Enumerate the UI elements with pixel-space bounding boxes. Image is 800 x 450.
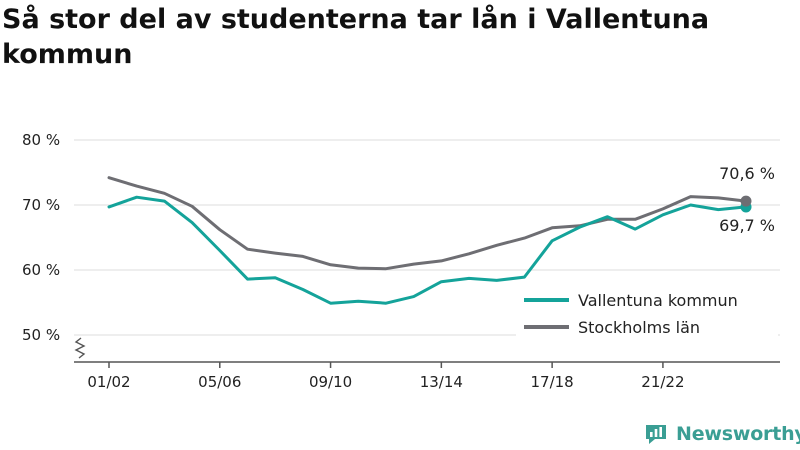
- x-tick-label: 21/22: [641, 373, 684, 391]
- x-tick-label: 05/06: [198, 373, 241, 391]
- end-label-stockholm: 70,6 %: [719, 164, 775, 183]
- legend-label-vallentuna: Vallentuna kommun: [578, 291, 738, 310]
- brand-name: Newsworthy: [676, 423, 800, 445]
- y-tick-label: 70 %: [22, 196, 60, 214]
- brand-logo: Newsworthy: [644, 420, 800, 448]
- axis-break-marker: [74, 337, 86, 359]
- y-tick-label: 80 %: [22, 131, 60, 149]
- series-line-stockholm: [107, 176, 748, 271]
- newsworthy-logo-icon: [646, 425, 666, 444]
- chart-title: Så stor del av studenterna tar lån i Val…: [2, 4, 710, 70]
- y-tick-label: 60 %: [22, 261, 60, 279]
- x-tick-label: 01/02: [87, 373, 130, 391]
- x-tick-label: 13/14: [420, 373, 463, 391]
- end-point-stockholm: [740, 195, 752, 207]
- series-line-vallentuna: [107, 195, 748, 305]
- y-tick-label: 50 %: [22, 326, 60, 344]
- end-label-vallentuna: 69,7 %: [719, 216, 775, 235]
- legend-box: [516, 284, 778, 344]
- legend-label-stockholm: Stockholms län: [578, 318, 700, 337]
- x-tick-label: 09/10: [309, 373, 352, 391]
- x-tick-label: 17/18: [531, 373, 574, 391]
